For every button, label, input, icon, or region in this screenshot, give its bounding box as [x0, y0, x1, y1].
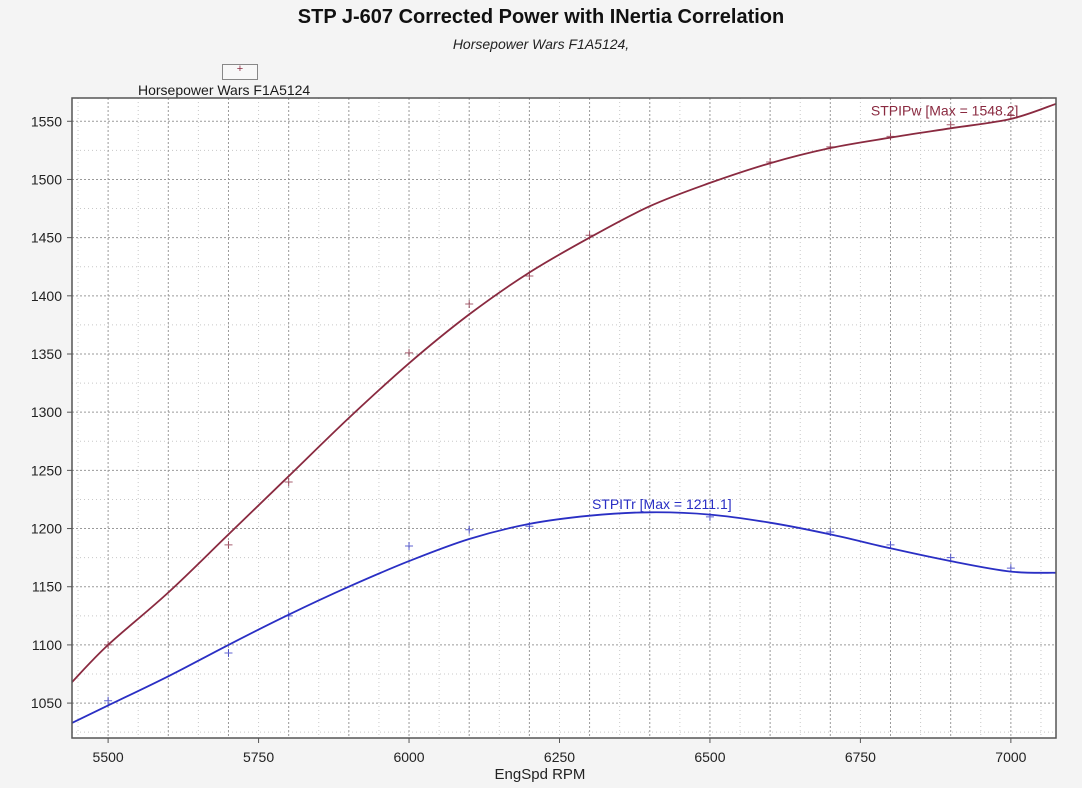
y-tick-label: 1550: [31, 113, 62, 129]
legend-swatch: +: [222, 63, 258, 80]
data-point: [465, 525, 474, 534]
legend-marker-icon: +: [236, 63, 244, 75]
y-tick-label: 1250: [31, 462, 62, 478]
y-axis: 1050 1100 1150 1200 1250 1300 1350 1400 1450 1500…: [31, 113, 72, 711]
x-axis: 5500 5750 6000 6250 6500 6750 7000: [93, 738, 1027, 765]
data-point: [1006, 111, 1015, 120]
major-grid: [72, 98, 1056, 738]
data-point: [946, 120, 955, 129]
data-point: [946, 553, 955, 562]
x-tick-label: 6000: [393, 749, 424, 765]
x-tick-label: 6250: [544, 749, 575, 765]
data-point: [1006, 564, 1015, 573]
y-tick-label: 1100: [32, 637, 62, 653]
y-tick-label: 1200: [31, 521, 62, 537]
data-point: [705, 512, 714, 521]
series-power: STPIPw [Max = 1548.2]: [71, 102, 1057, 683]
x-tick-label: 7000: [995, 749, 1026, 765]
data-point: [525, 272, 534, 281]
x-tick-label: 6500: [694, 749, 725, 765]
y-tick-label: 1450: [31, 230, 62, 246]
plot-area: [72, 98, 1056, 738]
data-point: [886, 540, 895, 549]
data-point: [405, 348, 414, 357]
data-point: [224, 649, 233, 658]
y-tick-label: 1050: [31, 695, 62, 711]
data-point: [585, 231, 594, 240]
data-point: [104, 640, 113, 649]
x-axis-title: EngSpd RPM: [495, 766, 586, 783]
chart-subtitle: Horsepower Wars F1A5124,: [452, 36, 630, 52]
series-torque: STPITr [Max = 1211.1]: [71, 496, 1057, 724]
minor-grid: [72, 98, 1056, 738]
y-tick-label: 1150: [32, 579, 62, 595]
x-tick-label: 5750: [243, 749, 274, 765]
data-point: [405, 542, 414, 550]
x-tick-label: 5500: [93, 749, 124, 765]
legend-label: Horsepower Wars F1A5124: [138, 82, 311, 98]
data-point: [465, 299, 474, 308]
data-point: [525, 522, 534, 531]
plot-frame: [71, 97, 1057, 739]
y-tick-label: 1350: [31, 346, 62, 362]
y-tick-label: 1500: [31, 171, 62, 187]
data-point: [766, 158, 775, 166]
series-label-torque: STPITr [Max = 1211.1]: [592, 496, 732, 512]
data-point: [104, 696, 113, 705]
data-point: [886, 132, 895, 141]
y-tick-label: 1400: [31, 288, 62, 304]
data-point: [224, 540, 233, 549]
data-point: [284, 611, 293, 620]
y-tick-label: 1300: [31, 404, 62, 420]
data-point: [284, 478, 293, 486]
chart-title: STP J-607 Corrected Power with INertia C…: [297, 6, 785, 28]
series-layer: STPIPw [Max = 1548.2] STPITr [Max = 1211.…: [71, 102, 1057, 724]
data-point: [826, 142, 835, 151]
series-label-power: STPIPw [Max = 1548.2]: [871, 102, 1018, 118]
x-tick-label: 6750: [845, 749, 876, 765]
data-point: [826, 528, 835, 537]
